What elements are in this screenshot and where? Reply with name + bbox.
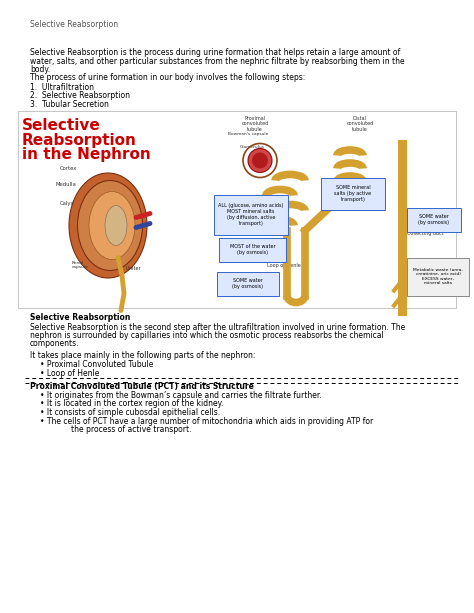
Text: • It originates from the Bowman’s capsule and carries the filtrate further.: • It originates from the Bowman’s capsul… [40, 391, 322, 400]
Text: Collecting duct: Collecting duct [407, 230, 444, 235]
Text: in the Nephron: in the Nephron [22, 147, 151, 161]
Text: Selective Reabsorption: Selective Reabsorption [30, 20, 118, 29]
Text: Glomerulus: Glomerulus [240, 145, 265, 150]
Text: Selective Reabsorption is the second step after the ultrafiltration involved in : Selective Reabsorption is the second ste… [30, 322, 405, 332]
Text: Proximal
convoluted
tubule: Proximal convoluted tubule [241, 115, 269, 132]
Text: ALL (glucose, amino acids)
MOST mineral salts
(by diffusion, active
transport): ALL (glucose, amino acids) MOST mineral … [219, 204, 283, 226]
Text: Cortex: Cortex [60, 166, 77, 170]
Text: Reabsorption: Reabsorption [22, 132, 137, 148]
Text: Distal
convoluted
tubule: Distal convoluted tubule [346, 115, 374, 132]
Text: Medulla: Medulla [56, 183, 77, 188]
Text: water, salts, and other particular substances from the nephric filtrate by reabs: water, salts, and other particular subst… [30, 56, 405, 66]
Text: • It is located in the cortex region of the kidney.: • It is located in the cortex region of … [40, 400, 223, 408]
Text: • It consists of simple cubosdal epithelial cells.: • It consists of simple cubosdal epithel… [40, 408, 220, 417]
Text: Selective: Selective [22, 118, 101, 134]
Text: Metabolic waste (urea,
creatinine, uric acid)
EXCESS water,
mineral salts: Metabolic waste (urea, creatinine, uric … [413, 268, 463, 286]
Text: • Loop of Henle: • Loop of Henle [40, 368, 100, 378]
Text: It takes place mainly in the following parts of the nephron:: It takes place mainly in the following p… [30, 351, 255, 360]
Ellipse shape [78, 180, 143, 270]
Text: Calyx: Calyx [60, 200, 74, 205]
FancyBboxPatch shape [214, 194, 288, 235]
Text: Selective Reabsorption is the process during urine formation that helps retain a: Selective Reabsorption is the process du… [30, 48, 400, 57]
Text: • Proximal Convoluted Tubule: • Proximal Convoluted Tubule [40, 360, 154, 369]
Circle shape [248, 148, 272, 172]
Text: the process of active transport.: the process of active transport. [52, 425, 191, 434]
Text: SOME water
(by osmosis): SOME water (by osmosis) [233, 278, 264, 289]
Text: • The cells of PCT have a large number of mitochondria which aids in providing A: • The cells of PCT have a large number o… [40, 416, 373, 425]
FancyBboxPatch shape [18, 110, 456, 308]
FancyBboxPatch shape [219, 237, 286, 262]
Text: Renal pelvis: Renal pelvis [100, 210, 127, 215]
Text: SOME water
(by osmosis): SOME water (by osmosis) [419, 214, 449, 225]
Text: components.: components. [30, 340, 80, 349]
Text: body.: body. [30, 65, 50, 74]
Text: Renal
capsule: Renal capsule [72, 261, 89, 269]
FancyBboxPatch shape [321, 178, 385, 210]
Text: Selective Reabsorption: Selective Reabsorption [30, 313, 130, 322]
Circle shape [252, 153, 268, 169]
Text: Loop of Henle: Loop of Henle [267, 264, 301, 268]
Ellipse shape [105, 205, 127, 245]
Text: nephron is surrounded by capillaries into which the osmotic process reabsorbs th: nephron is surrounded by capillaries int… [30, 331, 384, 340]
Text: 3.  Tubular Secretion: 3. Tubular Secretion [30, 100, 109, 109]
Ellipse shape [69, 173, 147, 278]
Text: MOST of the water
(by osmosis): MOST of the water (by osmosis) [230, 244, 275, 255]
Text: Bowman's capsule: Bowman's capsule [228, 132, 268, 137]
Text: 2.  Selective Reabsorption: 2. Selective Reabsorption [30, 91, 130, 101]
Text: Ureter: Ureter [126, 265, 142, 270]
Text: The process of urine formation in our body involves the following steps:: The process of urine formation in our bo… [30, 74, 305, 83]
Text: SOME mineral
salts (by active
transport): SOME mineral salts (by active transport) [335, 185, 372, 202]
Ellipse shape [89, 191, 135, 259]
Text: Proximal Convoluted Tubule (PCT) and its Structure: Proximal Convoluted Tubule (PCT) and its… [30, 382, 254, 391]
FancyBboxPatch shape [217, 272, 279, 295]
FancyBboxPatch shape [407, 207, 461, 232]
Text: 1.  Ultrafiltration: 1. Ultrafiltration [30, 83, 94, 92]
FancyBboxPatch shape [407, 257, 469, 295]
